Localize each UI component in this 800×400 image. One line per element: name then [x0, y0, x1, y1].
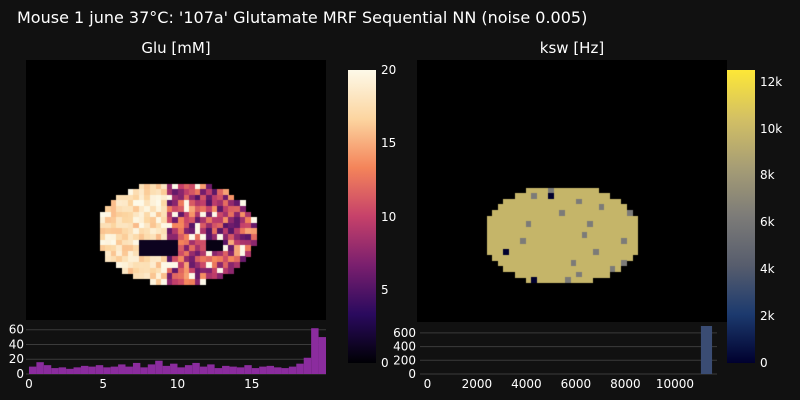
histogram-bar [177, 367, 185, 374]
histogram-bar [281, 368, 289, 374]
y-tick-label: 0 [408, 367, 416, 381]
histogram-bar [66, 368, 74, 374]
histogram-bar [28, 366, 37, 374]
x-tick-label: 10 [170, 377, 185, 391]
histogram-plot-area [420, 326, 717, 374]
figure-title: Mouse 1 june 37°C: '107a' Glutamate MRF … [17, 8, 588, 27]
histogram-bar [125, 366, 133, 374]
histogram-bar [207, 364, 215, 374]
histogram-bar [296, 363, 304, 374]
histogram-bar [236, 367, 245, 374]
histogram-bar [184, 365, 193, 374]
panel-title-glu: Glu [mM] [141, 39, 211, 57]
histogram-bar [155, 360, 163, 374]
y-tick-label: 20 [9, 352, 24, 366]
colorbar-tick-label: 6k [760, 215, 775, 230]
histogram-bar [311, 328, 319, 374]
histogram-bar [132, 362, 141, 374]
glu-map-image [26, 60, 326, 320]
x-tick-label: 2000 [462, 377, 493, 391]
x-tick-label: 0 [25, 377, 33, 391]
colorbar-tick-label: 10 [381, 209, 397, 224]
colorbar-tick-label: 8k [760, 168, 775, 183]
histogram-bar [147, 364, 156, 374]
histogram-bar [251, 368, 260, 374]
panel-title-ksw: ksw [Hz] [539, 39, 605, 57]
histogram-bar [318, 337, 326, 374]
x-tick-label: 5 [99, 377, 107, 391]
histogram-bar [303, 357, 312, 374]
colorbar-tick-label: 5 [381, 282, 389, 297]
histogram-bar [259, 366, 267, 374]
colorbar-tick-label: 0 [381, 356, 389, 370]
colorbar-tick-label: 20 [381, 63, 397, 77]
glu-colorbar [348, 70, 376, 363]
y-tick-label: 60 [9, 323, 24, 337]
ksw-map-image [417, 60, 727, 322]
y-tick-label: 400 [393, 340, 416, 354]
histogram-bar [214, 368, 223, 374]
histogram-bar [244, 365, 252, 374]
histogram-bar [192, 362, 200, 374]
x-tick-label: 10000 [656, 377, 694, 391]
histogram-bar [58, 367, 67, 374]
x-tick-label: 8000 [610, 377, 641, 391]
colorbar-tick-label: 4k [760, 262, 775, 277]
colorbar-tick-label: 0 [760, 356, 768, 370]
histogram-bar [229, 366, 237, 374]
x-tick-label: 6000 [561, 377, 592, 391]
histogram-bar [95, 365, 104, 374]
histogram-bar [43, 365, 52, 374]
histogram-bar [222, 365, 230, 374]
y-tick-label: 200 [393, 353, 416, 367]
histogram-bar [73, 367, 81, 374]
x-tick-label: 15 [244, 377, 259, 391]
histogram-bar [162, 365, 171, 374]
histogram-bar [110, 366, 119, 374]
ksw-colorbar [727, 70, 755, 363]
histogram-bar [118, 364, 126, 374]
y-tick-label: 40 [9, 337, 24, 351]
y-tick-label: 600 [393, 326, 416, 340]
histogram-bar [288, 366, 297, 374]
histogram-bar [103, 367, 111, 374]
histogram-bar [140, 367, 148, 374]
ksw-map [417, 60, 727, 322]
histogram-bar [51, 368, 59, 374]
y-tick-label: 0 [16, 367, 24, 381]
histogram-bar [170, 363, 178, 374]
x-tick-label: 4000 [511, 377, 542, 391]
colorbar-tick-label: 2k [760, 309, 775, 324]
histogram-bar [274, 367, 282, 374]
colorbar-tick-label: 12k [760, 74, 783, 89]
histogram-bar [700, 326, 713, 374]
histogram-bar [80, 365, 89, 374]
colorbar-tick-label: 10k [760, 121, 783, 136]
colorbar-tick-label: 15 [381, 136, 397, 151]
glu-map [26, 60, 326, 320]
histogram-bar [199, 366, 208, 374]
histogram-bar [36, 362, 44, 374]
x-tick-label: 0 [424, 377, 432, 391]
histogram-bar [266, 365, 275, 374]
histogram-bar [88, 366, 96, 374]
